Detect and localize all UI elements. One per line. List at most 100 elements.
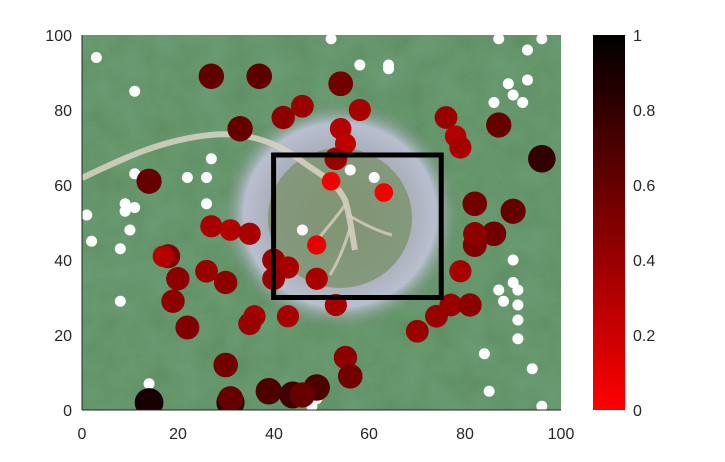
scatter-point-empty — [368, 172, 380, 183]
scatter-point — [374, 183, 394, 202]
scatter-point-empty — [201, 198, 213, 210]
satellite-background — [82, 35, 561, 410]
scatter-point — [321, 171, 341, 191]
y-tick-label: 100 — [45, 28, 72, 45]
scatter-point — [217, 386, 244, 410]
scatter-point — [134, 388, 164, 410]
scatter-point — [166, 267, 190, 291]
x-tick-label: 20 — [169, 426, 187, 443]
colorbar: 0 0.2 0.4 0.6 0.8 1 — [593, 28, 655, 420]
scatter-point-empty — [498, 295, 510, 307]
colorbar-tick-label: 0.2 — [633, 328, 655, 345]
scatter-point-empty — [181, 172, 193, 183]
scatter-point-empty — [296, 224, 308, 236]
scatter-point — [324, 147, 348, 171]
scatter-point-empty — [507, 254, 519, 266]
x-tick-label: 60 — [360, 426, 378, 443]
colorbar-gradient — [593, 35, 625, 410]
scatter-point-empty — [129, 85, 141, 97]
scatter-point-empty — [512, 314, 524, 326]
scatter-point-empty — [488, 97, 500, 108]
x-tick-label: 0 — [78, 426, 87, 443]
scatter-point-empty — [86, 235, 98, 247]
y-tick-label: 80 — [54, 103, 72, 120]
scatter-point — [255, 378, 283, 405]
scatter-point — [500, 198, 526, 224]
scatter-point — [486, 112, 512, 138]
scatter-point — [290, 94, 314, 118]
scatter-point — [305, 267, 328, 290]
scatter-point-empty — [478, 348, 490, 360]
scatter-point-empty — [512, 333, 524, 345]
scatter-point — [328, 71, 353, 97]
scatter-point — [161, 289, 185, 313]
scatter-point — [462, 191, 488, 217]
scatter-points — [82, 35, 556, 410]
scatter-point-empty — [201, 172, 213, 183]
scatter-point-empty — [383, 63, 395, 75]
y-tick-label: 60 — [54, 178, 72, 195]
scatter-point — [276, 305, 300, 328]
colorbar-tick-label: 0 — [633, 403, 642, 420]
scatter-point — [425, 304, 448, 328]
x-tick-label: 100 — [548, 426, 575, 443]
scatter-point-empty — [507, 89, 519, 101]
scatter-point — [136, 168, 162, 194]
scatter-point — [289, 382, 315, 408]
scatter-point — [214, 270, 238, 295]
scatter-point-empty — [90, 52, 102, 63]
scatter-point — [200, 215, 223, 238]
region-box — [271, 152, 444, 300]
scatter-point-empty — [114, 243, 126, 255]
scatter-point-empty — [512, 284, 524, 296]
y-tick-label: 0 — [63, 403, 72, 420]
scatter-point — [152, 245, 175, 268]
scatter-point-empty — [512, 299, 524, 311]
scatter-point-empty — [114, 295, 126, 307]
scatter-point-empty — [143, 378, 155, 390]
scatter-point-empty — [536, 400, 548, 410]
scatter-point — [213, 352, 238, 378]
scatter-point — [238, 222, 261, 245]
colorbar-tick-label: 0.4 — [633, 253, 655, 270]
scatter-point-empty — [521, 74, 533, 86]
scatter-point — [246, 63, 273, 90]
scatter-point — [307, 235, 327, 255]
colorbar-tick-label: 0.6 — [633, 178, 655, 195]
scatter-point — [449, 260, 472, 283]
scatter-point-empty — [526, 363, 538, 375]
scatter-point — [198, 63, 225, 89]
colorbar-tick-label: 1 — [633, 28, 642, 45]
scatter-point — [333, 345, 358, 370]
scatter-point-empty — [483, 385, 495, 397]
scatter-point — [434, 106, 458, 129]
scatter-point-empty — [521, 44, 533, 56]
scatter-point-empty — [517, 97, 529, 108]
scatter-point-empty — [344, 164, 356, 176]
scatter-point — [449, 136, 472, 159]
scatter-point — [227, 116, 253, 142]
scatter-point-empty — [502, 78, 514, 90]
y-axis: 0 20 40 60 80 100 — [45, 28, 83, 420]
scatter-point — [348, 98, 371, 122]
scatter-point — [463, 222, 487, 246]
scatter-point-empty — [493, 284, 505, 296]
scatter-point — [458, 293, 482, 317]
scatter-point — [337, 363, 363, 389]
scatter-point-empty — [205, 153, 217, 165]
scatter-point-empty — [129, 202, 141, 213]
scatter-point — [405, 319, 429, 343]
scatter-point — [175, 315, 200, 340]
scatter-point-empty — [119, 205, 131, 217]
scatter-point — [528, 144, 556, 173]
scatter-point-empty — [325, 35, 337, 45]
x-tick-label: 40 — [265, 426, 283, 443]
scatter-point-empty — [536, 35, 548, 45]
scatter-point-empty — [124, 224, 136, 236]
colorbar-tick-label: 0.8 — [633, 103, 655, 120]
scatter-point — [219, 219, 242, 241]
scatter-point — [238, 312, 262, 336]
scatter-point — [271, 105, 295, 130]
scatter-point — [195, 259, 218, 283]
